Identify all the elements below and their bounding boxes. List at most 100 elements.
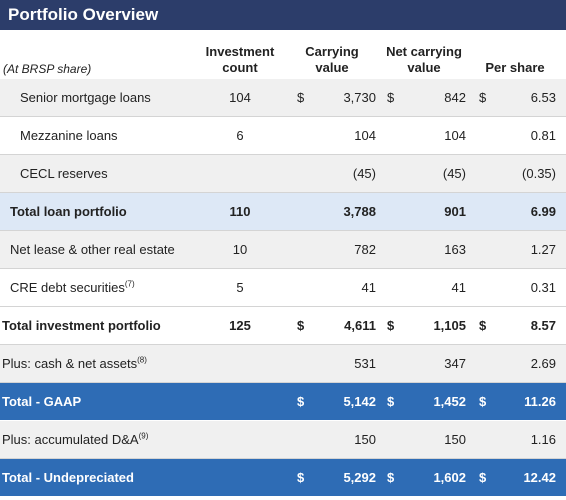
cell-text: Mezzanine loans — [20, 128, 118, 143]
cell-value: 6.53 — [531, 79, 556, 116]
cell-text: $ — [479, 394, 487, 409]
cell-text: (45) — [442, 166, 466, 181]
column-header: Investment count — [190, 44, 290, 76]
cell-value: 901 — [444, 193, 466, 230]
cell-value: 1.27 — [531, 231, 556, 268]
cell-value: $ — [479, 307, 486, 344]
cell-text: 1,105 — [433, 318, 466, 333]
cell-text: (0.35) — [522, 166, 556, 181]
column-header-line: Per share — [485, 60, 545, 75]
cell-text: 842 — [444, 90, 466, 105]
column-header-line: Net carrying — [386, 44, 462, 59]
cell-text: 163 — [444, 242, 466, 257]
cell-text: 0.31 — [530, 280, 556, 295]
cell-text: 11.26 — [524, 394, 556, 409]
cell-text: 5,292 — [343, 470, 376, 485]
cell-value: 12.42 — [523, 459, 556, 496]
column-header-line: value — [407, 60, 441, 75]
cell-value: 125 — [210, 307, 270, 344]
cell-value: 110 — [210, 193, 270, 230]
row-label: Mezzanine loans — [20, 117, 118, 154]
cell-value: $ — [297, 79, 304, 116]
cell-value: $ — [479, 383, 486, 420]
row-label: Senior mortgage loans — [20, 79, 151, 116]
cell-text: $ — [479, 318, 487, 333]
cell-text: Total loan portfolio — [10, 204, 127, 219]
cell-text: $ — [297, 318, 305, 333]
cell-text: Senior mortgage loans — [20, 90, 151, 105]
cell-text: Plus: accumulated D&A — [2, 432, 139, 447]
row-label: Total investment portfolio — [2, 307, 161, 344]
cell-text: 1,452 — [433, 394, 466, 409]
cell-text: $ — [297, 394, 305, 409]
cell-value: 163 — [444, 231, 466, 268]
row-label: Total - Undepreciated — [2, 459, 134, 496]
cell-value: 531 — [354, 345, 376, 382]
cell-text: 110 — [229, 204, 251, 219]
cell-value: 5,292 — [343, 459, 376, 496]
cell-text: 41 — [361, 280, 376, 295]
cell-text: Total - GAAP — [2, 394, 82, 409]
cell-value: 842 — [444, 79, 466, 116]
cell-value: 5 — [210, 269, 270, 306]
row-label: Total loan portfolio — [10, 193, 127, 230]
cell-text: $ — [297, 470, 305, 485]
cell-text: 1.16 — [530, 432, 556, 447]
cell-text: Total - Undepreciated — [2, 470, 134, 485]
cell-value: 10 — [210, 231, 270, 268]
cell-value: 3,730 — [343, 79, 376, 116]
cell-value: 11.26 — [524, 383, 556, 420]
cell-value: $ — [387, 383, 394, 420]
footnote-ref: (9) — [138, 431, 149, 441]
cell-value: 5,142 — [343, 383, 376, 420]
cell-value: $ — [479, 459, 486, 496]
table-row: Total loan portfolio 110 3,788 901 6.99 — [0, 193, 566, 231]
column-header: Net carrying value — [374, 44, 474, 76]
cell-text: 347 — [444, 356, 466, 371]
row-label: CRE debt securities(7) — [10, 269, 135, 306]
cell-value: $ — [387, 459, 394, 496]
cell-text: 104 — [229, 90, 251, 105]
row-label: Plus: cash & net assets(8) — [2, 345, 147, 382]
cell-text: 10 — [232, 242, 248, 257]
cell-value: 6 — [210, 117, 270, 154]
footnote-ref: (8) — [137, 355, 147, 365]
cell-text: 5,142 — [343, 394, 376, 409]
row-label: Plus: accumulated D&A(9) — [2, 421, 148, 458]
cell-text: 901 — [444, 204, 466, 219]
row-label: CECL reserves — [20, 155, 108, 192]
row-label: Total - GAAP — [2, 383, 81, 420]
table-row: Total - GAAP $5,142 $1,452 $11.26 — [0, 383, 566, 421]
cell-text: CECL reserves — [20, 166, 108, 181]
cell-value: 1,105 — [433, 307, 466, 344]
cell-value: 347 — [444, 345, 466, 382]
cell-text: $ — [479, 90, 487, 105]
cell-text: 3,730 — [343, 90, 376, 105]
cell-text: $ — [297, 90, 305, 105]
cell-text: (45) — [352, 166, 376, 181]
cell-text: 1.27 — [530, 242, 556, 257]
table-row: Total - Undepreciated $5,292 $1,602 $12.42 — [0, 459, 566, 497]
cell-text: $ — [387, 470, 395, 485]
cell-value: (45) — [443, 155, 466, 192]
cell-text: Plus: cash & net assets — [2, 356, 138, 371]
table-row: Plus: cash & net assets(8) 531 347 2.69 — [0, 345, 566, 383]
cell-text: 104 — [444, 128, 466, 143]
cell-text: 3,788 — [343, 204, 376, 219]
column-header-line: Carrying — [305, 44, 359, 59]
cell-value: 1,452 — [433, 383, 466, 420]
cell-text: CRE debt securities — [10, 280, 125, 295]
cell-value: 150 — [354, 421, 376, 458]
column-header-line: count — [222, 60, 258, 75]
title: Portfolio Overview — [8, 5, 159, 24]
table-row: CECL reserves (45) (45) (0.35) — [0, 155, 566, 193]
cell-text: 8.57 — [530, 318, 556, 333]
cell-text: $ — [479, 470, 487, 485]
column-header-line: value — [315, 60, 349, 75]
cell-value: $ — [387, 307, 394, 344]
cell-text: 6.53 — [530, 90, 556, 105]
column-header-line: Investment — [205, 44, 275, 59]
title-bar — [0, 0, 566, 30]
table-row: Net lease & other real estate 10 782 163 1.2… — [0, 231, 566, 269]
